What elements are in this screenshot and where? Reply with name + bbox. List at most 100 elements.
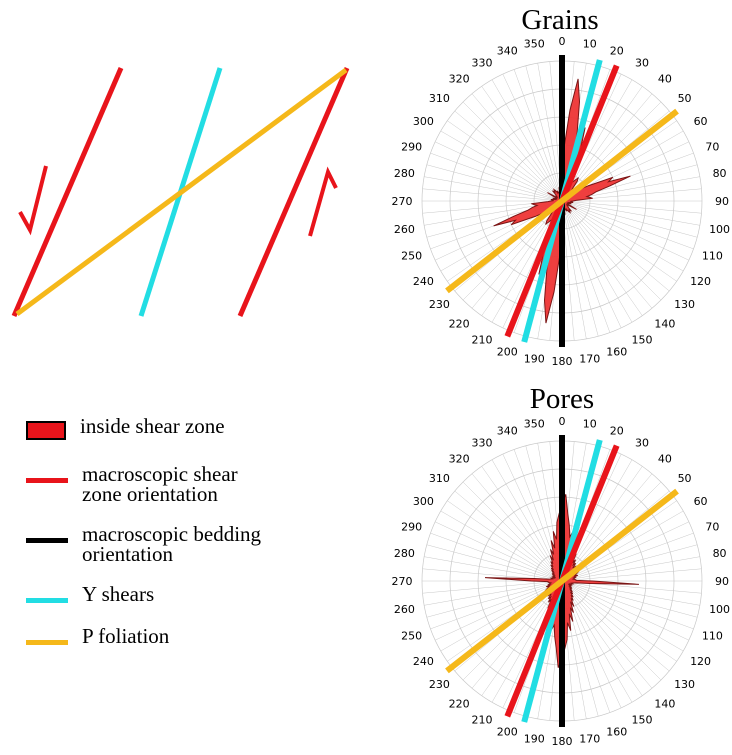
rose-grid-spoke — [561, 200, 702, 214]
rose-grid-spoke — [422, 188, 563, 202]
rose-grid-spoke — [426, 580, 563, 618]
rose-angle-label: 250 — [401, 250, 422, 263]
rose-angle-label: 100 — [709, 603, 730, 616]
rose-angle-label: 300 — [413, 495, 434, 508]
rose-angle-label: 210 — [472, 714, 493, 727]
rose-grid-spoke — [561, 200, 670, 292]
rose-angle-label: 40 — [658, 452, 672, 465]
rose-grid-spoke — [561, 200, 611, 333]
rose-grid-spoke — [426, 164, 563, 202]
rose-angle-label: 340 — [497, 45, 518, 58]
rose-grid-spoke — [561, 466, 643, 582]
rose-reference-line-p-foliation — [445, 108, 679, 294]
rose-angle-label: 70 — [705, 520, 719, 533]
rose-angle-label: 10 — [583, 417, 597, 430]
rose-angle-label: 270 — [392, 195, 413, 208]
rose-grid-spoke — [561, 200, 689, 261]
rose-angle-label: 60 — [694, 495, 708, 508]
rose-grid-spoke — [424, 176, 563, 202]
rose-angle-label: 110 — [702, 250, 723, 263]
rose-angle-label: 30 — [635, 436, 649, 449]
rose-grid-spoke — [561, 580, 698, 618]
rose-angle-label: 350 — [524, 417, 545, 430]
rose-grid-spoke — [440, 130, 563, 202]
rose-grid-spoke — [561, 580, 684, 652]
figure: Grains Pores 0 10 20 30 40 50 60 70 80 90 100 110 12… — [11, 6, 731, 748]
rose-grid-spoke — [561, 580, 670, 672]
rose-grid-spoke — [435, 521, 563, 582]
rose-grid-spoke — [561, 200, 587, 339]
rose-angle-label: 260 — [394, 223, 415, 236]
rose-angle-label: 90 — [715, 575, 729, 588]
rose-grid-spoke — [561, 200, 643, 316]
rose-angle-label: 300 — [413, 115, 434, 128]
rose-grid-spoke — [471, 580, 563, 689]
rose-angle-label: 200 — [497, 345, 518, 358]
rose-grid-spoke — [430, 532, 563, 582]
legend-item: macroscopic bedding orientation — [26, 524, 356, 565]
rose-angle-label: 190 — [524, 733, 545, 746]
rose-angle-label: 250 — [401, 630, 422, 643]
rose-angle-label: 270 — [392, 575, 413, 588]
rose-grid-spoke — [561, 556, 700, 582]
rose-angle-label: 30 — [635, 56, 649, 69]
rose-angle-label: 260 — [394, 603, 415, 616]
legend-label: macroscopic shear zone orientation — [82, 462, 238, 506]
rose-grid-spoke — [561, 580, 662, 681]
rose-grid-spoke — [440, 580, 563, 652]
rose-grid-spoke — [491, 79, 563, 202]
sketch-shear-arrow-down-icon — [18, 165, 48, 236]
rose-angle-label: 20 — [610, 425, 624, 438]
rose-grid-spoke — [561, 580, 700, 606]
rose-angle-label: 330 — [472, 56, 493, 69]
rose-grid-spoke — [561, 200, 700, 226]
rose-angle-label: 50 — [678, 92, 692, 105]
legend: inside shear zone macroscopic shear zone … — [26, 414, 356, 648]
rose-grid-spoke — [440, 510, 563, 582]
rose-angle-label: 290 — [401, 520, 422, 533]
rose-grid-spoke — [454, 490, 563, 582]
rose-angle-label: 50 — [678, 472, 692, 485]
rose-grid-spoke — [435, 141, 563, 202]
legend-label: P foliation — [82, 624, 170, 648]
rose-angle-label: 200 — [497, 725, 518, 738]
legend-label: inside shear zone — [80, 414, 225, 438]
legend-swatch-line — [26, 538, 68, 543]
rose-title-pores: Pores — [529, 383, 595, 415]
rose-angle-label: 280 — [394, 167, 415, 180]
rose-angle-label: 210 — [472, 334, 493, 347]
legend-swatch-line — [26, 640, 68, 645]
rose-angle-label: 20 — [610, 45, 624, 58]
rose-grid-spoke — [491, 459, 563, 582]
rose-grid-spoke — [561, 200, 694, 250]
rose-angle-label: 150 — [632, 334, 653, 347]
rose-grid-spoke — [447, 120, 563, 202]
rose-grid-spoke — [561, 200, 684, 272]
rose-grid-spoke — [561, 200, 599, 337]
rose-angle-label: 170 — [579, 353, 600, 366]
rose-grid-spoke — [435, 580, 563, 641]
rose-grid-spoke — [513, 69, 563, 202]
rose-angle-label: 160 — [606, 725, 627, 738]
rose-angle-label: 220 — [449, 318, 470, 331]
rose-grid-spoke — [424, 580, 563, 606]
rose-grid-spoke — [481, 86, 563, 202]
rose-angle-label: 100 — [709, 223, 730, 236]
rose-angle-label: 220 — [449, 698, 470, 711]
legend-item: P foliation — [26, 624, 356, 648]
rose-angle-label: 230 — [429, 298, 450, 311]
rose-angle-label: 130 — [674, 298, 695, 311]
rose-grid-spoke — [471, 473, 563, 582]
rose-angle-label: 310 — [429, 472, 450, 485]
rose-grid-spoke — [561, 544, 698, 582]
rose-angle-label: 70 — [705, 140, 719, 153]
rose-reference-line-p-foliation — [445, 488, 679, 674]
sketch-shear-line-right — [237, 67, 350, 317]
rose-angle-label: 350 — [524, 37, 545, 50]
rose-grid-spoke — [561, 200, 622, 328]
shear-zone-sketch — [11, 67, 350, 317]
rose-angle-label: 110 — [702, 630, 723, 643]
legend-swatch-line — [26, 478, 68, 483]
